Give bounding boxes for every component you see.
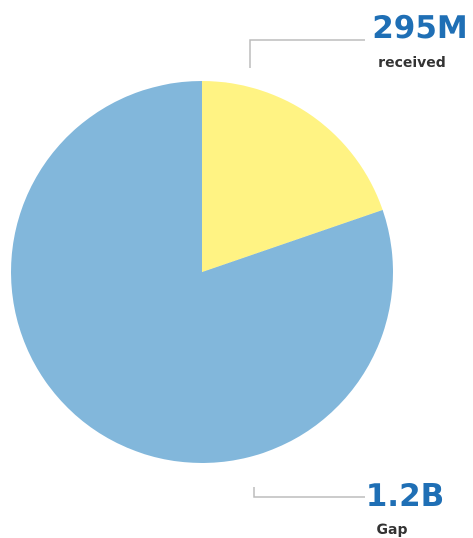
pie-slice (202, 81, 383, 272)
slice-label: Gap (377, 522, 408, 538)
value-label: 1.2B (366, 478, 445, 514)
callout-line (249, 39, 365, 68)
callout-line (253, 487, 365, 498)
slice-label: received (378, 55, 446, 71)
value-label: 295M (372, 10, 468, 46)
